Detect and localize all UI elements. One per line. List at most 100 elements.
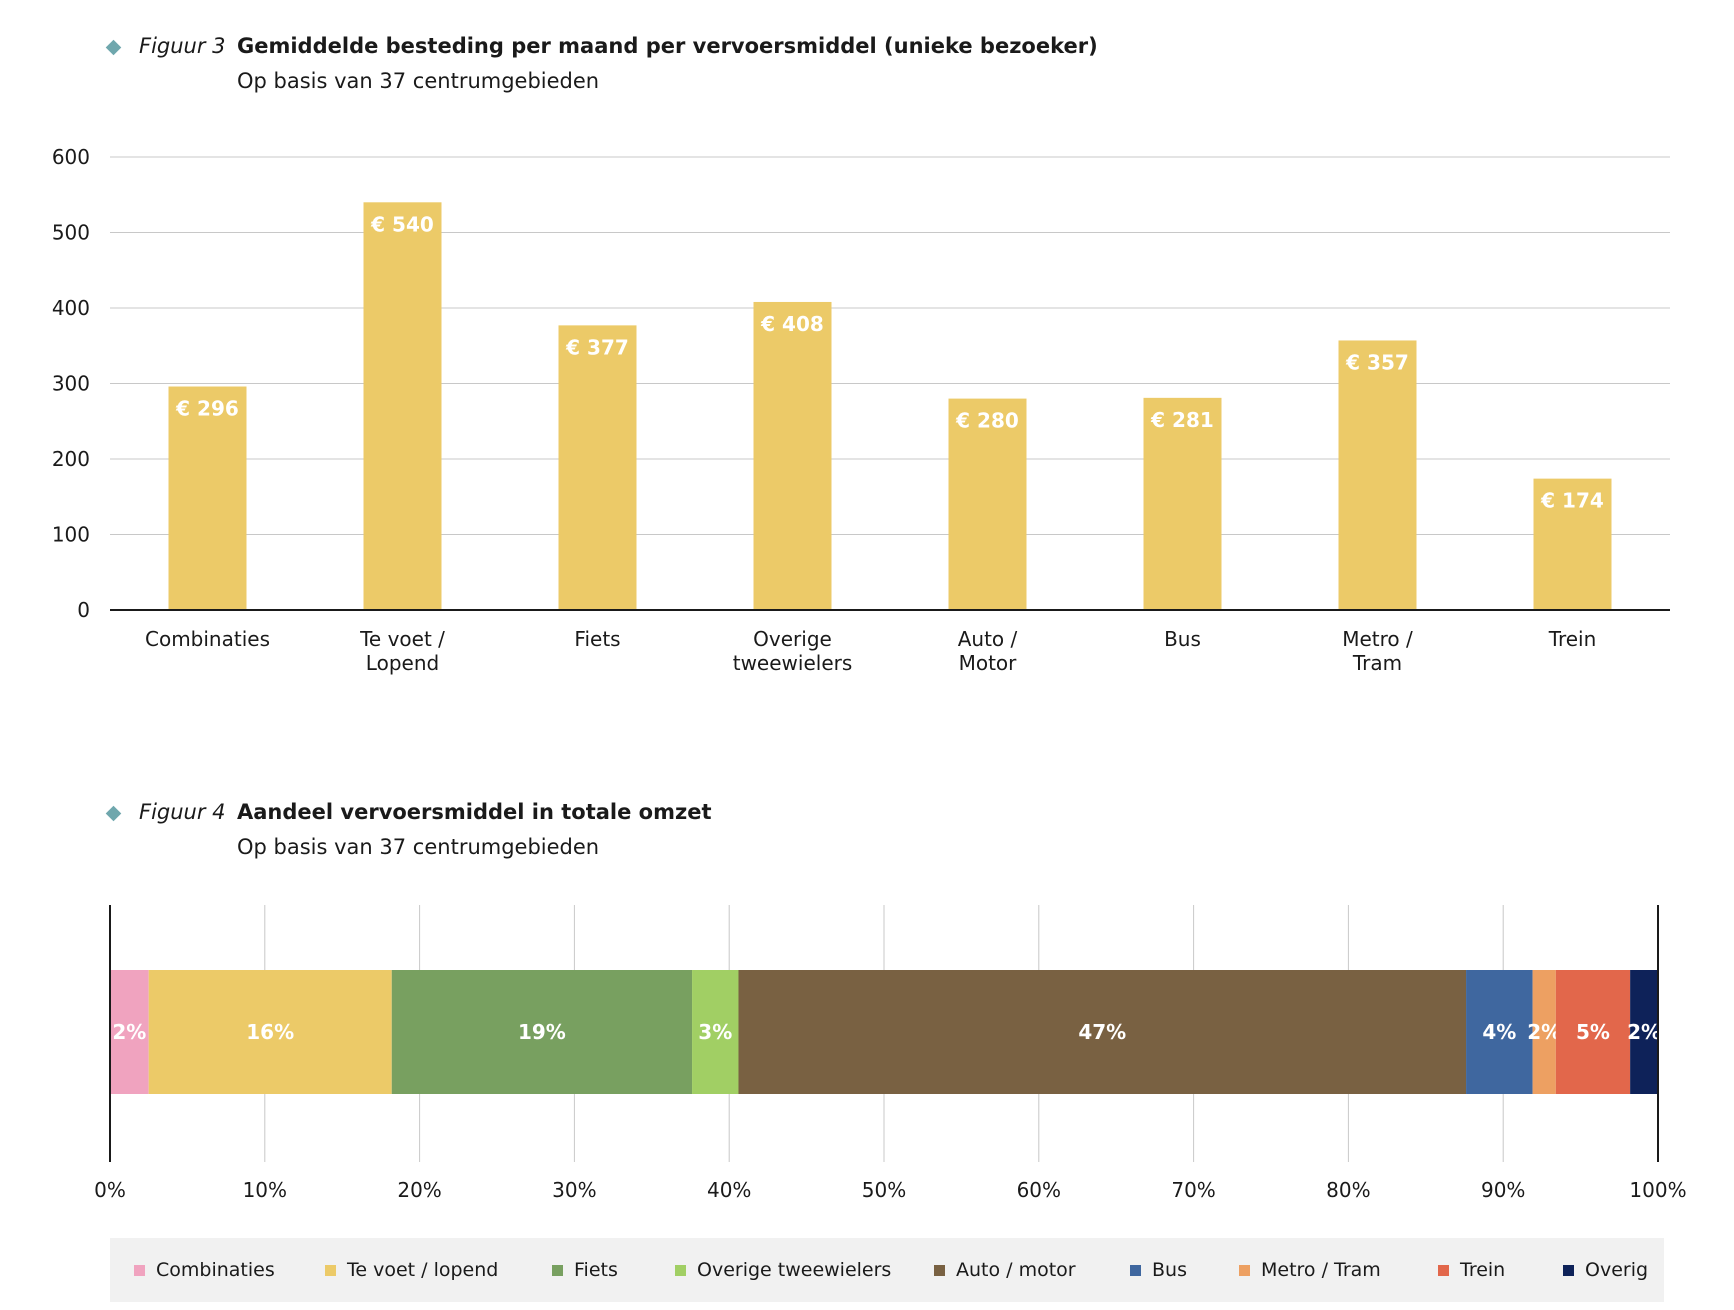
stacked-segment [1532,970,1556,1094]
figure-4-title: Aandeel vervoersmiddel in totale omzet [237,800,712,824]
figure-4-subtitle: Op basis van 37 centrumgebieden [237,835,600,859]
legend-item: Te voet / lopend [325,1238,498,1302]
legend-swatch [1438,1264,1449,1276]
legend-swatch [1130,1264,1141,1276]
legend-swatch [134,1264,145,1276]
x-tick-label: Overige [753,627,832,651]
x-tick-label: Trein [1548,627,1597,651]
bar [1533,478,1612,610]
legend-label: Trein [1460,1259,1506,1281]
y-tick-label: 100 [52,523,90,547]
legend-label: Metro / Tram [1261,1259,1381,1281]
segment-value-label: 16% [246,1020,294,1044]
bar-value-label: € 540 [370,212,434,236]
segment-value-label: 4% [1482,1020,1516,1044]
x-tick-label: 60% [1017,1178,1061,1202]
stacked-segment [110,970,149,1094]
legend-swatch [675,1264,686,1276]
stacked-bar-chart-share: 0% 10% 20% 30% 40% 50% 60% 70% 80% 90% 100% 2% 16% 19… [94,905,1687,1202]
bar-value-label: € 281 [1150,408,1214,432]
bar-value-label: € 377 [565,335,629,359]
bar-value-label: € 174 [1540,489,1604,513]
legend-swatch [1563,1264,1574,1276]
stacked-segment [692,970,739,1094]
stacked-segment [391,970,693,1094]
segment-value-label: 5% [1576,1020,1610,1044]
legend-label: Overig [1585,1259,1649,1281]
bar-value-label: € 408 [760,312,824,336]
x-tick-label: 40% [707,1178,751,1202]
x-tick-label: 80% [1326,1178,1370,1202]
figure-4-number: Figuur 4 [139,800,226,824]
legend-label: Auto / motor [956,1259,1076,1281]
x-tick-label: Tram [1352,651,1402,675]
legend-item: Fiets [552,1238,618,1302]
segment-value-label: 47% [1078,1020,1126,1044]
x-tick-label: Fiets [574,627,620,651]
bar [753,301,832,610]
legend-item: Bus [1130,1238,1187,1302]
legend-item: Trein [1438,1238,1505,1302]
segment-value-label: 2% [1627,1020,1661,1044]
segment-value-label: 2% [112,1020,146,1044]
bar-chart-spending: 0 100 200 300 400 500 600 € 296 Combinaties € 540… [52,145,1670,675]
segment-value-label: 19% [518,1020,566,1044]
legend-item: Overige tweewielers [675,1238,891,1302]
y-tick-label: 200 [52,447,90,471]
bar [1338,340,1417,610]
legend-label: Bus [1152,1259,1187,1281]
x-tick-label: 0% [94,1178,126,1202]
legend-swatch [1239,1264,1250,1276]
figure-3-subtitle: Op basis van 37 centrumgebieden [237,69,600,93]
legend-label: Te voet / lopend [347,1259,499,1281]
x-tick-label: Combinaties [145,627,270,651]
x-tick-label: Motor [959,651,1018,675]
legend-swatch [325,1264,336,1276]
bar-value-label: € 280 [955,409,1019,433]
chart-legend: Combinaties Te voet / lopend Fiets Overige … [110,1238,1664,1302]
x-tick-label: 30% [552,1178,596,1202]
x-tick-label: 100% [1629,1178,1686,1202]
bar-value-label: € 296 [175,397,239,421]
legend-label: Fiets [574,1259,618,1281]
x-tick-label: 90% [1481,1178,1525,1202]
diamond-bullet-icon [105,39,122,56]
figure-3-number: Figuur 3 [139,34,226,58]
x-tick-label: 70% [1171,1178,1215,1202]
bar [558,325,637,610]
x-tick-label: Lopend [366,651,439,675]
stacked-segment [1466,970,1533,1094]
x-tick-label: 10% [243,1178,287,1202]
legend-label: Overige tweewielers [697,1259,892,1281]
figure-3-title: Gemiddelde besteding per maand per vervo… [237,34,1098,58]
diamond-bullet-icon [105,805,122,822]
segment-value-label: 3% [698,1020,732,1044]
x-tick-label: 20% [397,1178,441,1202]
y-tick-label: 600 [52,145,90,169]
legend-label: Combinaties [156,1259,275,1281]
legend-item: Combinaties [134,1238,275,1302]
stacked-segment [1630,970,1658,1094]
x-tick-label: Auto / [958,627,1018,651]
x-tick-label: Te voet / [359,627,445,651]
segment-value-label: 2% [1527,1020,1561,1044]
stacked-segment [148,970,392,1094]
bar [948,398,1027,610]
y-tick-label: 400 [52,296,90,320]
stacked-segment [1555,970,1631,1094]
legend-swatch [934,1264,945,1276]
bar [168,386,247,610]
legend-item: Metro / Tram [1239,1238,1381,1302]
legend-swatch [552,1264,563,1276]
bar-value-label: € 357 [1345,350,1409,374]
stacked-segment [738,970,1467,1094]
legend-item: Auto / motor [934,1238,1076,1302]
y-tick-label: 500 [52,221,90,245]
legend-item: Overig [1563,1238,1648,1302]
x-tick-label: tweewielers [733,651,853,675]
x-tick-label: Metro / [1342,627,1413,651]
x-tick-label: 50% [862,1178,906,1202]
y-tick-label: 0 [77,598,90,622]
x-tick-label: Bus [1164,627,1201,651]
bar [363,202,442,611]
